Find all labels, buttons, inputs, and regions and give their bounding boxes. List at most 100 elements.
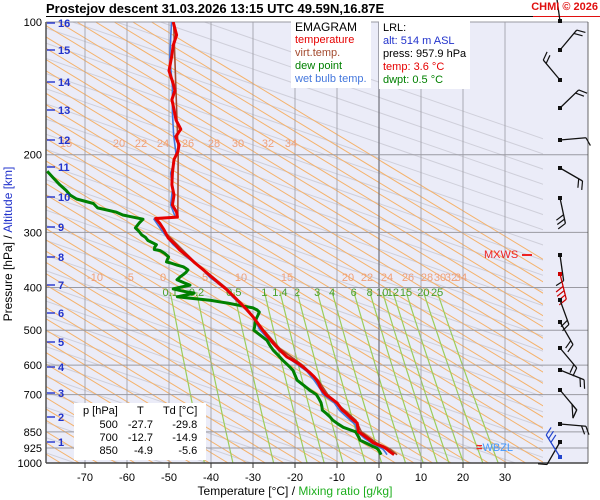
mxws-dash bbox=[522, 254, 533, 257]
altitude-tick-label: 3 bbox=[58, 388, 64, 400]
altitude-tick-label: 6 bbox=[58, 308, 64, 320]
wind-barb-tick bbox=[545, 427, 552, 436]
temp-tick-label: 0 bbox=[376, 472, 382, 484]
y-axis-title-pressure: Pressure [hPa] bbox=[1, 242, 15, 322]
legend-item-wet-bulb: wet bulb temp. bbox=[295, 73, 367, 85]
dry-adiabat-label: 0 bbox=[160, 272, 166, 284]
pressure-tick-label: 600 bbox=[24, 360, 42, 372]
gridlines bbox=[46, 21, 588, 464]
dry-adiabat-label: 5 bbox=[202, 272, 208, 284]
wind-barb-tick bbox=[572, 367, 578, 377]
table-row: 500 -27.7 -29.8 bbox=[78, 419, 202, 432]
pressure-tick-label: 925 bbox=[24, 443, 42, 455]
wind-barb-tick bbox=[585, 137, 591, 146]
levels-table: p [hPa] T Td [°C] 500 -27.7 -29.8 700 -12.7 -14… bbox=[78, 405, 202, 458]
table-cell: -12.7 bbox=[127, 432, 153, 444]
x-axis-title: Temperature [°C] / Mixing ratio [g/kg] bbox=[110, 484, 480, 498]
legend-item-dew-point: dew point bbox=[295, 60, 343, 72]
dry-adiabat-label: 28 bbox=[421, 272, 433, 284]
mixing-ratio-label: 20 bbox=[417, 287, 429, 299]
dry-adiabat-label: 20 bbox=[342, 272, 354, 284]
pressure-tick-label: 850 bbox=[24, 427, 42, 439]
lrl-title: LRL: bbox=[383, 22, 407, 34]
temp-tick-label: -30 bbox=[245, 472, 261, 484]
mixing-ratio-label: 12 bbox=[387, 287, 399, 299]
wind-barb-tick bbox=[576, 29, 586, 33]
wind-barb-tick bbox=[562, 324, 570, 332]
mixing-ratio-label: 6 bbox=[351, 287, 357, 299]
altitude-tick-label: 5 bbox=[58, 337, 64, 349]
table-row: 850 -4.9 -5.6 bbox=[78, 445, 202, 458]
page-title: Prostejov descent 31.03.2026 13:15 UTC 4… bbox=[46, 1, 385, 16]
altitude-tick-label: 16 bbox=[58, 18, 70, 30]
dry-adiabat-label: -10 bbox=[87, 272, 103, 284]
mixing-ratio-label: 1 bbox=[261, 287, 267, 299]
wbzl-tick: = bbox=[476, 442, 483, 454]
table-cell: -4.9 bbox=[133, 445, 153, 457]
temp-tick-label: -60 bbox=[119, 472, 135, 484]
altitude-tick-label: 2 bbox=[58, 412, 64, 424]
dry-adiabat-label: 34 bbox=[455, 272, 467, 284]
mixing-ratio-label: 1.4 bbox=[272, 287, 287, 299]
table-header: p [hPa] bbox=[83, 405, 118, 417]
dry-adiabat-label: 24 bbox=[157, 138, 169, 150]
wind-barb-tick bbox=[577, 178, 580, 188]
pressure-tick-label: 500 bbox=[24, 325, 42, 337]
dry-adiabat-label: 32 bbox=[262, 138, 274, 150]
plot-frame bbox=[45, 22, 589, 464]
altitude-tick-label: 9 bbox=[58, 222, 64, 234]
altitude-tick-label: 4 bbox=[58, 362, 65, 374]
wind-barb-tick bbox=[550, 434, 557, 443]
dry-adiabat-label: 22 bbox=[135, 138, 147, 150]
wind-barb-tick bbox=[580, 425, 586, 435]
levels-table-box: p [hPa] T Td [°C] 500 -27.7 -29.8 700 -12.7 -14… bbox=[74, 403, 207, 460]
wind-barb-tick bbox=[567, 344, 574, 353]
mxws-label: MXWS bbox=[484, 249, 519, 261]
dry-adiabat-label: 24 bbox=[381, 272, 393, 284]
copyright-credit: CHMI © 2026 bbox=[531, 1, 598, 13]
x-axis-title-sep: / bbox=[288, 484, 299, 498]
temp-tick-label: -50 bbox=[161, 472, 177, 484]
table-cell: 850 bbox=[99, 445, 118, 457]
dry-adiabat-label: 10 bbox=[235, 272, 247, 284]
temp-tick-label: -70 bbox=[77, 472, 93, 484]
mixing-ratio-label: 4 bbox=[329, 287, 335, 299]
pressure-tick-label: 300 bbox=[24, 227, 42, 239]
mixing-ratio-label: 8 bbox=[367, 287, 373, 299]
pressure-tick-label: 1000 bbox=[18, 458, 42, 470]
altitude-tick-label: 8 bbox=[58, 252, 64, 264]
dry-adiabat-label: 26 bbox=[402, 272, 414, 284]
dry-adiabat-label: 15 bbox=[60, 138, 72, 150]
altitude-tick-label: 15 bbox=[58, 45, 70, 57]
table-cell: -27.7 bbox=[127, 419, 153, 431]
wind-barb-tick bbox=[558, 298, 567, 306]
temp-tick-label: 20 bbox=[457, 472, 469, 484]
wind-barb-staff bbox=[546, 441, 561, 465]
wind-barb-tick bbox=[578, 89, 588, 94]
wind-barb-flag bbox=[571, 402, 578, 419]
wind-barb-tick bbox=[557, 222, 566, 230]
altitude-tick-label: 10 bbox=[58, 192, 70, 204]
lrl-pressure: press: 957.9 hPa bbox=[383, 48, 467, 60]
wind-barb-staff bbox=[559, 137, 586, 141]
wind-barb-tick bbox=[556, 290, 565, 297]
table-cell: 700 bbox=[99, 432, 118, 444]
table-header: T bbox=[137, 405, 144, 417]
lrl-temperature: temp: 3.6 °C bbox=[383, 61, 445, 73]
altitude-tick-label: 12 bbox=[58, 135, 70, 147]
wind-barb-tick bbox=[565, 340, 572, 349]
x-axis-title-temperature: Temperature [°C] bbox=[197, 484, 289, 498]
dry-adiabat-label: 30 bbox=[232, 138, 244, 150]
dry-adiabat-label: 28 bbox=[208, 138, 220, 150]
lrl-dewpoint: dwpt: 0.5 °C bbox=[383, 74, 444, 86]
mixing-ratio-label: 3 bbox=[314, 287, 320, 299]
wind-barb-tick bbox=[555, 285, 564, 293]
dry-adiabat-label: 20 bbox=[113, 138, 125, 150]
pressure-tick-label: 400 bbox=[24, 282, 42, 294]
y-axis-title-sep: / bbox=[1, 232, 15, 242]
table-cell: -5.6 bbox=[178, 445, 198, 457]
mixing-ratio-label: 25 bbox=[431, 287, 443, 299]
